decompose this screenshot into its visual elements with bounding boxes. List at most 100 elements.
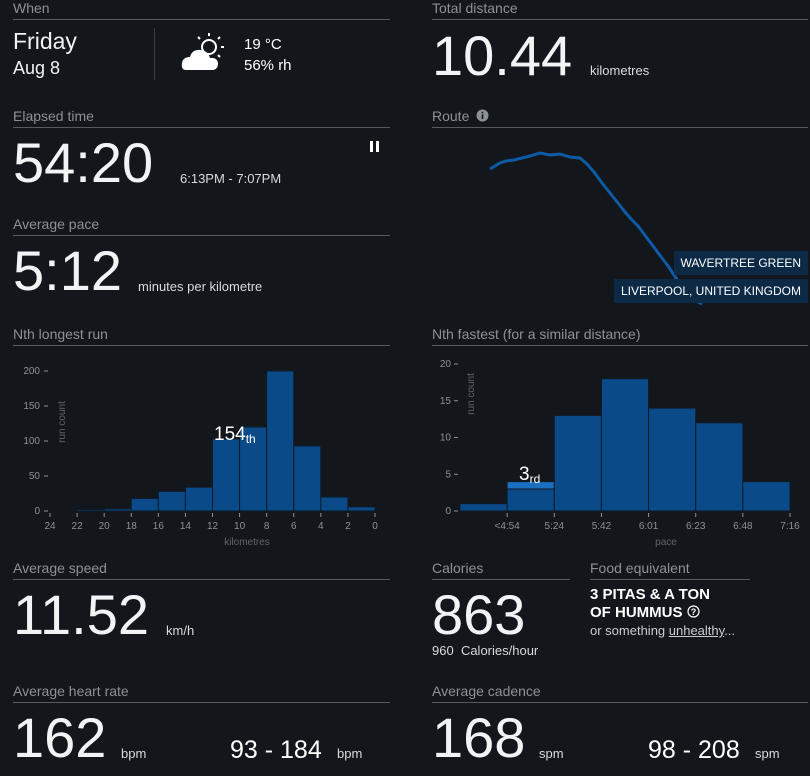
food-line-2: OF HUMMUS ? [590, 604, 700, 621]
heart-rate-unit: bpm [121, 746, 147, 761]
chart-bar [103, 508, 132, 512]
speed-label: Average speed [13, 560, 107, 576]
x-tick-label: 20 [99, 521, 111, 532]
nth-fastest-chart: run count pace 0 5 10 15 20 <4:54 5:24 5:42 6:01… [440, 359, 800, 548]
calories-rate: 960 Calories/hour [432, 643, 539, 658]
x-tick-label: 2 [345, 521, 351, 532]
calories-value: 863 [432, 583, 526, 646]
cadence-value: 168 [432, 706, 526, 769]
chart-bar [130, 497, 159, 512]
x-tick-label: 6:23 [686, 521, 706, 532]
y-tick-label: 15 [440, 396, 452, 407]
chart-bar [600, 378, 650, 512]
divider [432, 127, 808, 128]
divider [13, 235, 390, 236]
food-alternative: or something unhealthy... [590, 623, 736, 638]
info-icon[interactable] [476, 109, 489, 122]
day-name: Friday [13, 28, 77, 54]
food-label: Food equivalent [590, 560, 690, 576]
x-axis-label: pace [655, 537, 677, 548]
x-tick-label: 12 [207, 521, 219, 532]
y-tick-label: 50 [29, 471, 41, 482]
speed-value: 11.52 [13, 583, 149, 646]
heart-rate-value: 162 [13, 706, 107, 769]
y-axis-label: run count [466, 373, 477, 415]
chart-bar [648, 407, 697, 512]
x-tick-label: 14 [180, 521, 192, 532]
x-tick-label: 22 [72, 521, 84, 532]
x-tick-label: 6:48 [733, 521, 753, 532]
x-axis-label: kilometres [224, 537, 270, 548]
x-tick-label: 24 [44, 521, 56, 532]
divider [432, 345, 808, 346]
cadence-range: 98 - 208 [648, 736, 740, 764]
route-place-label: WAVERTREE GREEN [673, 251, 808, 275]
unhealthy-link[interactable]: unhealthy [668, 623, 725, 638]
x-tick-label: 7:16 [780, 521, 800, 532]
y-tick-label: 5 [445, 469, 451, 480]
calories-label: Calories [432, 560, 484, 576]
humidity: 56% rh [244, 57, 292, 74]
total-distance-unit: kilometres [590, 63, 650, 78]
y-tick-label: 20 [440, 359, 452, 370]
rank-label: 3rd [519, 464, 540, 486]
chart-bar [459, 503, 508, 512]
partly-cloudy-icon [181, 33, 224, 70]
pace-unit: minutes per kilometre [138, 279, 263, 294]
nth-longest-label: Nth longest run [13, 326, 108, 342]
x-tick-label: 10 [234, 521, 246, 532]
heart-rate-range-unit: bpm [337, 746, 363, 761]
cadence-range-unit: spm [755, 746, 780, 761]
nth-fastest-label: Nth fastest (for a similar distance) [432, 326, 641, 342]
chart-bar [695, 422, 744, 512]
route-map[interactable] [432, 130, 810, 310]
y-tick-label: 100 [23, 436, 40, 447]
y-axis-label: run count [57, 401, 68, 443]
divider [154, 28, 155, 80]
chart-bar [212, 438, 241, 512]
divider [432, 702, 808, 703]
divider [590, 579, 750, 580]
elapsed-label: Elapsed time [13, 108, 94, 124]
route-city-label: LIVERPOOL, UNITED KINGDOM [613, 279, 808, 303]
elapsed-time-range: 6:13PM - 7:07PM [180, 171, 282, 186]
divider [432, 19, 808, 20]
divider [13, 345, 390, 346]
y-tick-label: 150 [23, 401, 40, 412]
chart-bar [293, 445, 322, 512]
question-icon[interactable]: ? [687, 605, 700, 618]
total-distance-label: Total distance [432, 0, 518, 16]
x-tick-label: 18 [126, 521, 138, 532]
route-path [489, 151, 703, 306]
y-tick-label: 0 [445, 506, 451, 517]
divider [13, 19, 390, 20]
rank-label: 154th [214, 424, 256, 446]
food-line-1: 3 PITAS & A TON [590, 586, 711, 603]
divider [432, 579, 570, 580]
total-distance-value: 10.44 [432, 24, 573, 87]
x-tick-label: 6:01 [639, 521, 659, 532]
chart-bar [239, 426, 268, 512]
cadence-label: Average cadence [432, 683, 541, 699]
x-tick-label: 16 [153, 521, 165, 532]
y-tick-label: 10 [440, 433, 452, 444]
y-tick-label: 0 [34, 506, 40, 517]
x-tick-label: 8 [264, 521, 270, 532]
chart-bar [266, 370, 295, 512]
when-label: When [13, 0, 50, 16]
chart-bar [320, 496, 349, 512]
chart-bar [157, 490, 186, 512]
heart-rate-label: Average heart rate [13, 683, 129, 699]
divider [13, 702, 390, 703]
divider [13, 127, 390, 128]
pause-icon[interactable] [369, 140, 381, 154]
chart-bar [742, 481, 791, 512]
pace-value: 5:12 [13, 239, 122, 302]
svg-text:?: ? [690, 607, 696, 617]
elapsed-value: 54:20 [13, 131, 154, 194]
date: Aug 8 [13, 58, 61, 78]
x-tick-label: 5:24 [545, 521, 565, 532]
chart-bar [76, 509, 105, 512]
speed-unit: km/h [166, 623, 195, 638]
